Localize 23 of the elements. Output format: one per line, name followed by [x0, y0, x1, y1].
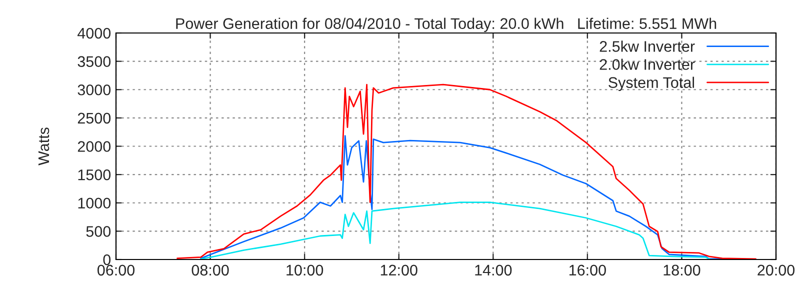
y-tick-label: 3500 — [78, 56, 111, 67]
y-tick-label: 1000 — [78, 198, 111, 209]
y-axis-title: Watts — [38, 128, 50, 166]
y-tick-label: 2000 — [78, 141, 111, 152]
legend-label: System Total — [608, 76, 694, 92]
x-tick-label: 12:00 — [380, 264, 418, 276]
y-tick-label: 3000 — [78, 84, 111, 96]
y-tick-label: 500 — [86, 226, 111, 237]
y-tick-label: 0 — [103, 254, 111, 266]
chart-title: Power Generation for 08/04/2010 - Total Today: 20.0 kWh Lifetime: 5.551 MWh — [176, 18, 716, 32]
x-tick-label: 10:00 — [286, 264, 324, 276]
y-tick-label: 2500 — [78, 112, 111, 124]
x-tick-label: 18:00 — [664, 264, 700, 276]
x-tick-label: 06:00 — [97, 264, 135, 276]
y-tick-label: 1500 — [78, 169, 111, 180]
legend-label: 2.5kw Inverter — [600, 40, 695, 52]
legend-label: 2.0kw Inverter — [600, 58, 695, 70]
x-tick-label: 14:00 — [475, 264, 512, 276]
x-tick-label: 16:00 — [569, 264, 606, 276]
line-series — [200, 202, 710, 260]
y-tick-label: 4000 — [78, 28, 111, 39]
x-tick-label: 08:00 — [192, 264, 229, 276]
x-tick-label: 20:00 — [758, 264, 795, 276]
